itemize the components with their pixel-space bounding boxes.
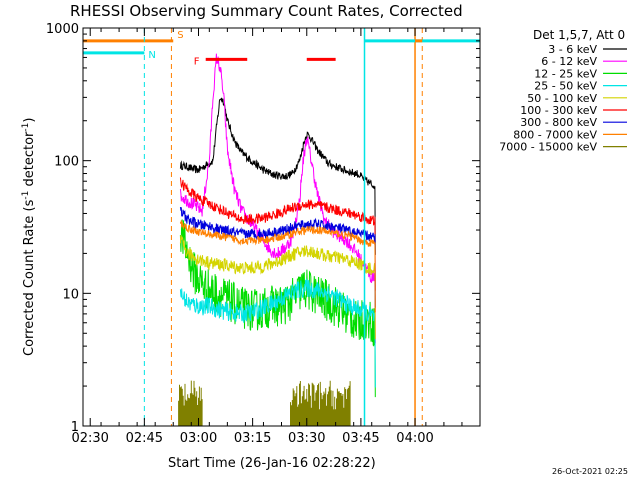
series-line-3-6-kev <box>179 97 376 255</box>
series-line-25-50-kev <box>179 278 376 388</box>
x-tick-label: 02:45 <box>126 431 163 446</box>
legend-label: 12 - 25 keV <box>534 67 597 80</box>
series-line-100-300-kev <box>179 177 376 291</box>
series-layer <box>178 53 376 426</box>
legend-label: 50 - 100 keV <box>527 92 597 105</box>
y-tick-label: 1000 <box>46 22 79 37</box>
y-tick-label: 10 <box>62 287 79 302</box>
state-layer: S N F <box>83 28 480 426</box>
x-tick-label: 03:15 <box>234 431 271 446</box>
x-tick-label: 03:45 <box>342 431 379 446</box>
state-label-f: F <box>194 56 200 67</box>
legend-label: 300 - 800 keV <box>520 116 597 129</box>
y-tick-label: 100 <box>54 155 79 170</box>
legend-title: Det 1,5,7, Att 0 <box>533 28 625 42</box>
series-bars-7000-15000-kev <box>178 380 351 426</box>
x-tick-label: 03:30 <box>288 431 325 446</box>
state-label-n: N <box>148 50 155 61</box>
legend-label: 25 - 50 keV <box>534 80 597 93</box>
y-axis-label: Corrected Count Rate (s-1 detector-1) <box>21 118 37 356</box>
y-tick-label: 1 <box>71 420 79 435</box>
legend-label: 800 - 7000 keV <box>513 128 597 141</box>
series-line-800-7000-kev <box>179 220 376 313</box>
x-axis-label: Start Time (26-Jan-16 02:28:22) <box>168 456 376 471</box>
x-tick-label: 02:30 <box>71 431 108 446</box>
axis-layer: 02:30 02:45 03:00 03:15 03:30 03:45 04:00 1 10 10… <box>46 22 481 446</box>
series-line-12-25-kev <box>179 219 376 398</box>
series-line-50-100-kev <box>179 235 376 340</box>
plot-frame <box>82 27 481 427</box>
state-label-s: S <box>177 30 183 41</box>
x-tick-label: 04:00 <box>396 431 433 446</box>
x-tick-label: 03:00 <box>180 431 217 446</box>
legend-label: 6 - 12 keV <box>541 55 597 68</box>
legend-label: 7000 - 15000 keV <box>499 141 597 154</box>
footer-timestamp: 26-Oct-2021 02:25 <box>552 467 628 476</box>
series-line-6-12-kev <box>179 53 376 344</box>
legend-label: 3 - 6 keV <box>548 43 597 56</box>
chart-title: RHESSI Observing Summary Count Rates, Co… <box>70 2 463 20</box>
legend-label: 100 - 300 keV <box>520 104 597 117</box>
